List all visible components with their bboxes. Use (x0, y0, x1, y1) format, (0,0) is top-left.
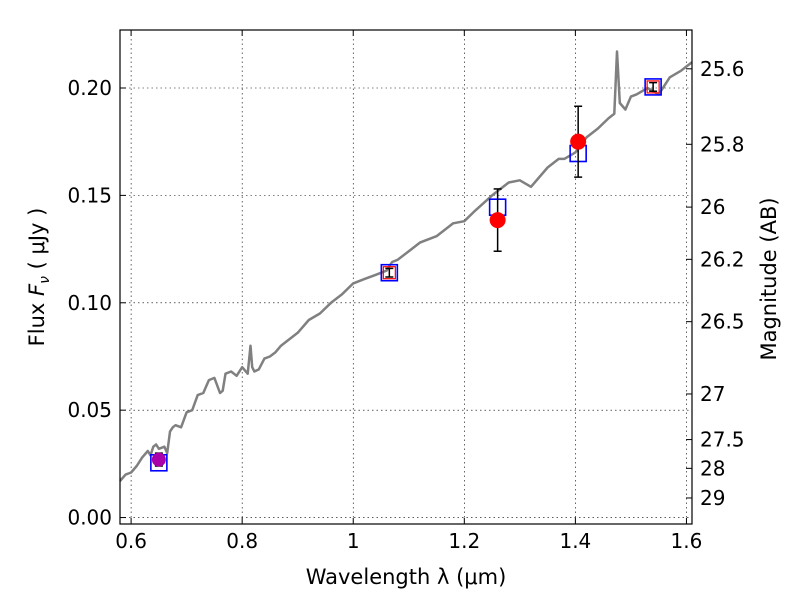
y-tick-label: 0.10 (67, 291, 112, 315)
x-tick-label: 1.2 (448, 529, 480, 553)
y2-tick-label: 27.5 (700, 428, 745, 452)
plot-area (119, 50, 693, 482)
y2-tick-label: 27 (700, 382, 725, 406)
y2-tick-label: 28 (700, 456, 725, 480)
y2-tick-label: 29 (700, 486, 725, 510)
x-tick-label: 1 (347, 529, 360, 553)
y-tick-label: 0.15 (67, 183, 112, 207)
y-tick-label: 0.00 (67, 506, 112, 530)
y-axis-label-subscript: ν (37, 276, 53, 284)
x-tick-label: 1.4 (559, 529, 591, 553)
model-sed-line (119, 50, 693, 482)
y2-tick-label: 25.6 (700, 57, 745, 81)
y2-tick-label: 25.8 (700, 132, 745, 156)
y-axis-label: Flux Fν ( μJy ) (25, 208, 53, 347)
axes: 0.6 0.8 1 1.2 1.4 1.6 0.00 0.05 0.10 0.15 0.20 25.6… (67, 30, 745, 553)
secondary-y-axis-label: Magnitude (AB) (757, 197, 781, 360)
y2-tick-label: 26 (700, 195, 725, 219)
model-photometry-square (644, 78, 662, 96)
y-tick-label: 0.20 (67, 76, 112, 100)
x-axis-label: Wavelength λ (μm) (306, 565, 507, 589)
y-axis-label-prefix: Flux (25, 296, 49, 346)
observed-flux-point (489, 212, 506, 229)
y-axis-label-unit: ( μJy ) (25, 208, 49, 276)
observed-flux-point (151, 452, 166, 467)
y-axis-label-symbol: F (25, 283, 49, 296)
model-photometry-square (380, 263, 399, 282)
y-tick-label: 0.05 (67, 398, 112, 422)
plot-frame (119, 29, 693, 525)
x-tick-label: 1.6 (671, 529, 703, 553)
grid (120, 30, 692, 524)
y2-tick-label: 26.2 (700, 247, 745, 271)
observed-flux-point (382, 266, 396, 280)
observed-flux-point (646, 80, 660, 94)
x-tick-label: 0.8 (226, 529, 258, 553)
observed-flux-point (570, 133, 587, 150)
x-tick-label: 0.6 (115, 529, 147, 553)
y2-tick-label: 26.5 (700, 310, 745, 334)
